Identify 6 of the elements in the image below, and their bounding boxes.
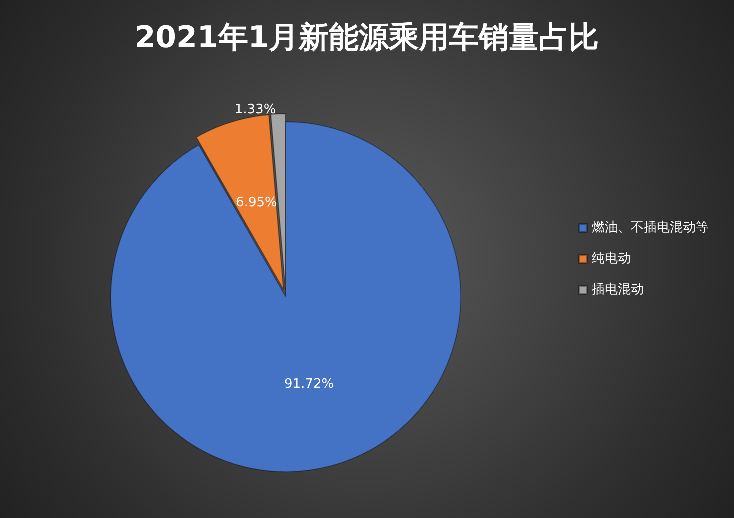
chart-title: 2021年1月新能源乘用车销量占比 [134,20,600,56]
data-label: 91.72% [284,376,334,392]
data-label: 1.33% [234,102,276,118]
legend-label: 插电混动 [592,282,644,298]
legend-label: 纯电动 [592,252,631,266]
legend-label: 燃油、不插电混动等 [592,220,709,236]
